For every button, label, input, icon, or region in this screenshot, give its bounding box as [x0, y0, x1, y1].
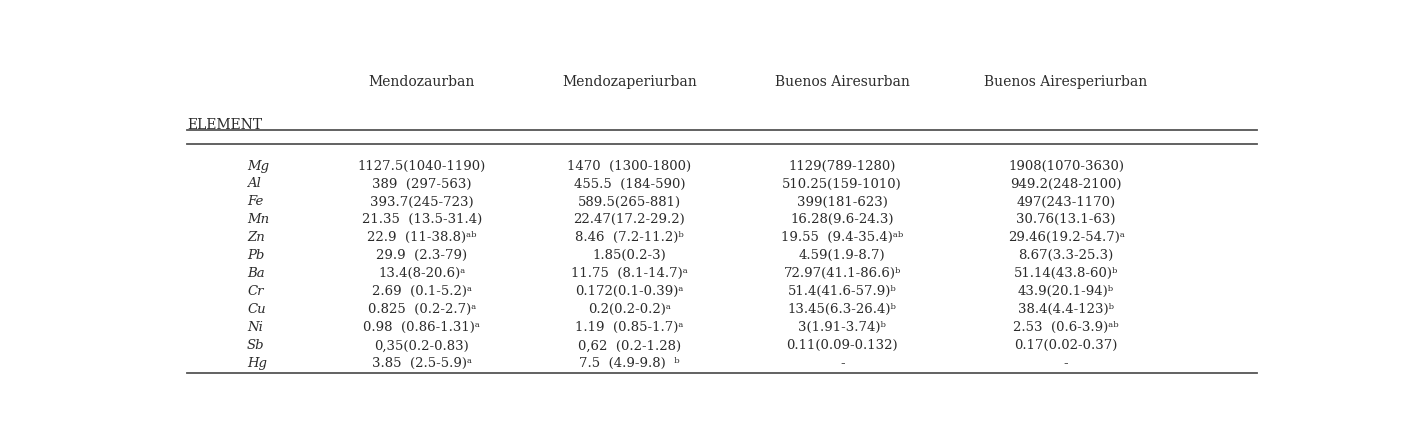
Text: -: -	[1064, 356, 1068, 369]
Text: Mg: Mg	[247, 159, 269, 172]
Text: 399(181-623): 399(181-623)	[797, 195, 888, 208]
Text: 949.2(248-2100): 949.2(248-2100)	[1010, 177, 1122, 190]
Text: Mendozaperiurban: Mendozaperiurban	[562, 75, 696, 89]
Text: 1127.5(1040-1190): 1127.5(1040-1190)	[358, 159, 486, 172]
Text: 1129(789-1280): 1129(789-1280)	[789, 159, 896, 172]
Text: 51.14(43.8-60)ᵇ: 51.14(43.8-60)ᵇ	[1014, 267, 1119, 280]
Text: 1470  (1300-1800): 1470 (1300-1800)	[568, 159, 692, 172]
Text: 7.5  (4.9-9.8)  ᵇ: 7.5 (4.9-9.8) ᵇ	[579, 356, 679, 369]
Text: Zn: Zn	[247, 231, 265, 244]
Text: 30.76(13.1-63): 30.76(13.1-63)	[1016, 213, 1116, 226]
Text: 0.2(0.2-0.2)ᵃ: 0.2(0.2-0.2)ᵃ	[588, 303, 671, 316]
Text: 0.17(0.02-0.37): 0.17(0.02-0.37)	[1014, 338, 1117, 351]
Text: 389  (297-563): 389 (297-563)	[372, 177, 472, 190]
Text: 0,62  (0.2-1.28): 0,62 (0.2-1.28)	[578, 338, 681, 351]
Text: 29.9  (2.3-79): 29.9 (2.3-79)	[376, 249, 468, 262]
Text: 19.55  (9.4-35.4)ᵃᵇ: 19.55 (9.4-35.4)ᵃᵇ	[781, 231, 903, 244]
Text: 589.5(265-881): 589.5(265-881)	[578, 195, 681, 208]
Text: 3(1.91-3.74)ᵇ: 3(1.91-3.74)ᵇ	[799, 320, 886, 334]
Text: 2.53  (0.6-3.9)ᵃᵇ: 2.53 (0.6-3.9)ᵃᵇ	[1013, 320, 1119, 334]
Text: Cr: Cr	[247, 285, 263, 298]
Text: 43.9(20.1-94)ᵇ: 43.9(20.1-94)ᵇ	[1019, 285, 1115, 298]
Text: Ba: Ba	[247, 267, 265, 280]
Text: 1908(1070-3630): 1908(1070-3630)	[1007, 159, 1124, 172]
Text: 72.97(41.1-86.6)ᵇ: 72.97(41.1-86.6)ᵇ	[783, 267, 900, 280]
Text: 51.4(41.6-57.9)ᵇ: 51.4(41.6-57.9)ᵇ	[788, 285, 896, 298]
Text: 22.47(17.2-29.2): 22.47(17.2-29.2)	[573, 213, 685, 226]
Text: Sb: Sb	[247, 338, 265, 351]
Text: 0,35(0.2-0.83): 0,35(0.2-0.83)	[375, 338, 469, 351]
Text: 22.9  (11-38.8)ᵃᵇ: 22.9 (11-38.8)ᵃᵇ	[368, 231, 476, 244]
Text: Buenos Airesperiurban: Buenos Airesperiurban	[985, 75, 1148, 89]
Text: 13.4(8-20.6)ᵃ: 13.4(8-20.6)ᵃ	[378, 267, 465, 280]
Text: 455.5  (184-590): 455.5 (184-590)	[573, 177, 685, 190]
Text: 0.98  (0.86-1.31)ᵃ: 0.98 (0.86-1.31)ᵃ	[364, 320, 480, 334]
Text: 11.75  (8.1-14.7)ᵃ: 11.75 (8.1-14.7)ᵃ	[571, 267, 688, 280]
Text: Mendozaurban: Mendozaurban	[369, 75, 475, 89]
Text: 8.67(3.3-25.3): 8.67(3.3-25.3)	[1019, 249, 1113, 262]
Text: 2.69  (0.1-5.2)ᵃ: 2.69 (0.1-5.2)ᵃ	[372, 285, 472, 298]
Text: -: -	[840, 356, 844, 369]
Text: 1.19  (0.85-1.7)ᵃ: 1.19 (0.85-1.7)ᵃ	[575, 320, 683, 334]
Text: Pb: Pb	[247, 249, 265, 262]
Text: ELEMENT: ELEMENT	[187, 118, 262, 132]
Text: 38.4(4.4-123)ᵇ: 38.4(4.4-123)ᵇ	[1019, 303, 1115, 316]
Text: Fe: Fe	[247, 195, 263, 208]
Text: 393.7(245-723): 393.7(245-723)	[371, 195, 473, 208]
Text: 1.85(0.2-3): 1.85(0.2-3)	[592, 249, 666, 262]
Text: Buenos Airesurban: Buenos Airesurban	[775, 75, 910, 89]
Text: 13.45(6.3-26.4)ᵇ: 13.45(6.3-26.4)ᵇ	[788, 303, 896, 316]
Text: 3.85  (2.5-5.9)ᵃ: 3.85 (2.5-5.9)ᵃ	[372, 356, 472, 369]
Text: 0.172(0.1-0.39)ᵃ: 0.172(0.1-0.39)ᵃ	[575, 285, 683, 298]
Text: 21.35  (13.5-31.4): 21.35 (13.5-31.4)	[362, 213, 482, 226]
Text: Cu: Cu	[247, 303, 266, 316]
Text: Hg: Hg	[247, 356, 268, 369]
Text: 497(243-1170): 497(243-1170)	[1016, 195, 1116, 208]
Text: 0.825  (0.2-2.7)ᵃ: 0.825 (0.2-2.7)ᵃ	[368, 303, 476, 316]
Text: 510.25(159-1010): 510.25(159-1010)	[782, 177, 902, 190]
Text: Al: Al	[247, 177, 261, 190]
Text: Mn: Mn	[247, 213, 269, 226]
Text: 0.11(0.09-0.132): 0.11(0.09-0.132)	[786, 338, 898, 351]
Text: 4.59(1.9-8.7): 4.59(1.9-8.7)	[799, 249, 885, 262]
Text: Ni: Ni	[247, 320, 263, 334]
Text: 16.28(9.6-24.3): 16.28(9.6-24.3)	[790, 213, 893, 226]
Text: 8.46  (7.2-11.2)ᵇ: 8.46 (7.2-11.2)ᵇ	[575, 231, 683, 244]
Text: 29.46(19.2-54.7)ᵃ: 29.46(19.2-54.7)ᵃ	[1007, 231, 1124, 244]
